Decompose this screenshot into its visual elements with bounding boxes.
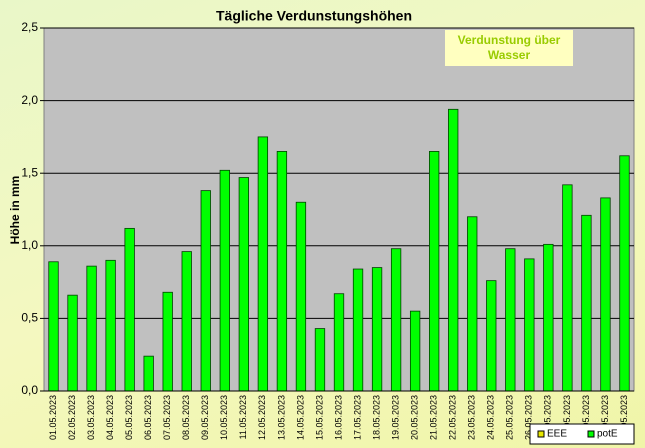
bar bbox=[219, 169, 230, 392]
x-tick-label: 27.05.2023 bbox=[543, 395, 553, 440]
y-tick-label: 1,0 bbox=[21, 238, 38, 252]
x-tick-label: 08.05.2023 bbox=[181, 395, 191, 440]
bar bbox=[124, 227, 135, 392]
x-tick-label: 30.05.2023 bbox=[600, 395, 610, 440]
x-tick-label: 03.05.2023 bbox=[86, 395, 96, 440]
bar bbox=[181, 251, 192, 392]
bar bbox=[162, 291, 173, 392]
x-tick-label: 22.05.2023 bbox=[448, 395, 458, 440]
legend-swatch bbox=[587, 430, 595, 438]
x-tick-label: 23.05.2023 bbox=[467, 395, 477, 440]
bar bbox=[562, 184, 573, 392]
y-tick-label: 1,5 bbox=[21, 165, 38, 179]
x-tick-label: 11.05.2023 bbox=[238, 395, 248, 439]
y-tick-label: 0,5 bbox=[21, 311, 38, 325]
y-axis-label: Höhe in mm bbox=[8, 176, 22, 245]
annotation: Verdunstung über Wasser bbox=[445, 30, 573, 66]
bar bbox=[143, 355, 154, 392]
y-tick-label: 2,0 bbox=[21, 93, 38, 107]
x-tick-label: 31.05.2023 bbox=[619, 395, 629, 440]
bar bbox=[105, 259, 116, 392]
x-tick-label: 18.05.2023 bbox=[371, 395, 381, 440]
x-tick-label: 21.05.2023 bbox=[429, 395, 439, 440]
bar bbox=[86, 265, 97, 392]
legend-box bbox=[529, 423, 635, 445]
x-tick-label: 25.05.2023 bbox=[505, 395, 515, 440]
bar bbox=[295, 201, 307, 392]
x-tick-label: 26.05.2023 bbox=[524, 395, 534, 440]
bar bbox=[67, 294, 78, 392]
y-tick-label: 2,5 bbox=[21, 20, 38, 34]
x-tick-label: 05.05.2023 bbox=[124, 395, 134, 440]
bar bbox=[429, 151, 440, 392]
chart-title: Tägliche Verdunstungshöhen bbox=[216, 8, 412, 24]
bar bbox=[581, 214, 592, 392]
bar bbox=[371, 267, 383, 392]
bar bbox=[333, 293, 345, 392]
x-tick-label: 29.05.2023 bbox=[581, 395, 591, 440]
x-tick-label: 09.05.2023 bbox=[200, 395, 210, 440]
x-tick-label: 13.05.2023 bbox=[276, 395, 286, 440]
x-tick-label: 15.05.2023 bbox=[314, 395, 324, 440]
bar bbox=[524, 258, 535, 392]
x-tick-label: 16.05.2023 bbox=[333, 395, 343, 440]
legend-label: potE bbox=[597, 429, 618, 440]
y-tick-label: 0,0 bbox=[21, 383, 38, 397]
x-tick-label: 28.05.2023 bbox=[562, 395, 572, 440]
bar bbox=[276, 151, 288, 392]
x-tick-label: 19.05.2023 bbox=[390, 395, 400, 440]
bar bbox=[505, 248, 516, 392]
x-tick-label: 04.05.2023 bbox=[105, 395, 115, 440]
bar bbox=[600, 197, 611, 392]
bar bbox=[390, 248, 402, 392]
bar bbox=[352, 268, 364, 392]
bar bbox=[409, 310, 421, 392]
bar bbox=[257, 136, 269, 392]
bar bbox=[238, 177, 249, 392]
x-tick-label: 14.05.2023 bbox=[295, 395, 305, 440]
bar bbox=[48, 261, 59, 392]
x-tick-label: 10.05.2023 bbox=[219, 395, 229, 440]
bar bbox=[619, 155, 630, 392]
legend-swatch bbox=[537, 430, 545, 438]
x-tick-label: 01.05.2023 bbox=[48, 395, 58, 440]
legend-label: EEE bbox=[547, 429, 567, 440]
x-tick-label: 17.05.2023 bbox=[352, 395, 362, 440]
x-tick-label: 12.05.2023 bbox=[257, 395, 267, 440]
bar bbox=[543, 243, 554, 392]
bar bbox=[314, 328, 326, 392]
bar bbox=[467, 216, 478, 392]
bar bbox=[200, 190, 211, 392]
x-tick-label: 02.05.2023 bbox=[67, 395, 77, 440]
x-tick-label: 20.05.2023 bbox=[410, 395, 420, 440]
bar bbox=[448, 108, 459, 392]
x-tick-label: 07.05.2023 bbox=[162, 395, 172, 440]
x-tick-label: 06.05.2023 bbox=[143, 395, 153, 440]
bar bbox=[486, 280, 497, 392]
x-tick-label: 24.05.2023 bbox=[486, 395, 496, 440]
